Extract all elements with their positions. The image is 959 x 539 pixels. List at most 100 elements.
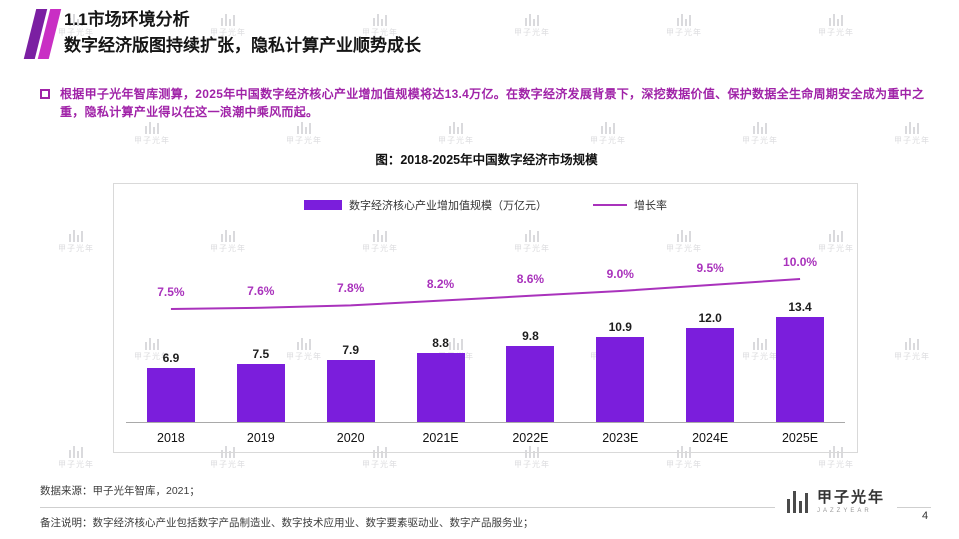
chart-column: 10.0% 13.4 bbox=[755, 227, 845, 422]
watermark-bars-icon bbox=[449, 122, 463, 134]
watermark: 甲子光年 bbox=[58, 446, 94, 470]
bar-value-label: 7.9 bbox=[342, 343, 360, 358]
watermark-bars-icon bbox=[753, 122, 767, 134]
watermark-text: 甲子光年 bbox=[514, 460, 550, 469]
watermark: 甲子光年 bbox=[590, 122, 626, 146]
watermark-bars-icon bbox=[297, 122, 311, 134]
chart-column: 9.0% 10.9 bbox=[575, 227, 665, 422]
growth-rate-label: 8.6% bbox=[516, 271, 545, 286]
logo-text-group: 甲子光年 JAZZYEAR bbox=[817, 490, 885, 514]
logo-text: 甲子光年 bbox=[817, 489, 886, 506]
watermark-text: 甲子光年 bbox=[666, 460, 702, 469]
page-number: 4 bbox=[922, 510, 929, 522]
x-axis-label: 2018 bbox=[157, 431, 185, 445]
legend-item-bar-series: 数字经济核心产业增加值规模（万亿元） bbox=[304, 197, 547, 213]
growth-line bbox=[126, 227, 845, 422]
watermark-bars-icon bbox=[69, 230, 83, 242]
bar-value-label: 6.9 bbox=[162, 351, 180, 366]
bar-2024E bbox=[686, 328, 735, 422]
bar-2023E bbox=[596, 336, 645, 422]
x-axis-label: 2024E bbox=[692, 431, 729, 445]
watermark-text: 甲子光年 bbox=[438, 136, 474, 145]
bar-2021E bbox=[416, 353, 465, 422]
watermark-text: 甲子光年 bbox=[134, 136, 170, 145]
chart-column: 9.5% 12.0 bbox=[665, 227, 755, 422]
x-axis-label: 2022E bbox=[512, 431, 549, 445]
slide-header: 1.1市场环境分析 数字经济版图持续扩张，隐私计算产业顺势成长 bbox=[64, 7, 421, 59]
growth-rate-label: 10.0% bbox=[783, 255, 818, 269]
section-title: 1.1市场环境分析 bbox=[64, 10, 190, 29]
x-axis: 2018 2019 2020 2021E 2022E 2023E 2024E 2025E bbox=[126, 423, 845, 445]
chart-legend: 数字经济核心产业增加值规模（万亿元） 增长率 bbox=[114, 197, 857, 213]
bar-value-label: 12.0 bbox=[698, 311, 722, 326]
bar-value-label: 7.5 bbox=[252, 346, 270, 361]
watermark-bars-icon bbox=[905, 122, 919, 134]
x-axis-label: 2021E bbox=[422, 431, 459, 445]
bar-2020 bbox=[326, 360, 375, 422]
watermark: 甲子光年 bbox=[58, 230, 94, 254]
watermark: 甲子光年 bbox=[134, 122, 170, 146]
watermark-text: 甲子光年 bbox=[590, 136, 626, 145]
legend-line-label: 增长率 bbox=[634, 200, 667, 212]
watermark-bars-icon bbox=[145, 122, 159, 134]
bar-2018 bbox=[146, 368, 195, 422]
watermark-bars-icon bbox=[829, 14, 843, 26]
watermark: 甲子光年 bbox=[742, 122, 778, 146]
watermark-text: 甲子光年 bbox=[894, 352, 930, 361]
x-axis-label: 2019 bbox=[246, 431, 275, 445]
watermark-text: 甲子光年 bbox=[58, 244, 94, 253]
chart-column: 8.6% 9.8 bbox=[486, 227, 576, 422]
watermark-bars-icon bbox=[601, 122, 615, 134]
bar-2025E bbox=[776, 317, 825, 422]
title-accent-ribbon bbox=[23, 9, 62, 59]
watermark-text: 甲子光年 bbox=[666, 28, 702, 37]
bar-value-label: 13.4 bbox=[788, 300, 812, 315]
chart-column: 7.5% 6.9 bbox=[126, 227, 216, 422]
watermark-text: 甲子光年 bbox=[286, 136, 322, 145]
growth-rate-label: 8.2% bbox=[426, 276, 455, 291]
legend-item-line-series: 增长率 bbox=[593, 197, 667, 213]
line-series-swatch-icon bbox=[593, 204, 627, 206]
growth-rate-label: 9.5% bbox=[696, 261, 724, 275]
watermark-text: 甲子光年 bbox=[514, 28, 550, 37]
footer-note: 备注说明：数字经济核心产业包括数字产品制造业、数字技术应用业、数字要素驱动业、数… bbox=[40, 517, 534, 529]
chart-plot: 7.5% 6.9 7.6% 7.5 7.8% 7.9 8.2% 8.8 8.6% 9.8 9.0% 1… bbox=[126, 227, 845, 423]
intro-text: 根据甲子光年智库测算，2025年中国数字经济核心产业增加值规模将达13.4万亿。… bbox=[60, 87, 925, 119]
growth-rate-label: 7.6% bbox=[247, 283, 275, 298]
watermark: 甲子光年 bbox=[286, 122, 322, 146]
x-axis-label: 2023E bbox=[602, 431, 639, 445]
watermark: 甲子光年 bbox=[666, 14, 702, 38]
watermark-text: 甲子光年 bbox=[58, 460, 94, 469]
bullet-square-icon bbox=[40, 89, 50, 99]
chart-title: 图：2018-2025年中国数字经济市场规模 bbox=[375, 153, 598, 167]
watermark-bars-icon bbox=[525, 14, 539, 26]
watermark-bars-icon bbox=[905, 338, 919, 350]
watermark: 甲子光年 bbox=[514, 14, 550, 38]
slide-subtitle: 数字经济版图持续扩张，隐私计算产业顺势成长 bbox=[64, 36, 421, 55]
watermark: 甲子光年 bbox=[894, 122, 930, 146]
bar-value-label: 10.9 bbox=[608, 319, 632, 334]
bar-value-label: 9.8 bbox=[522, 328, 539, 343]
company-logo: 甲子光年 JAZZYEAR bbox=[775, 488, 898, 516]
bar-2019 bbox=[236, 363, 285, 422]
watermark-text: 甲子光年 bbox=[742, 136, 778, 145]
watermark: 甲子光年 bbox=[438, 122, 474, 146]
footer-divider bbox=[40, 507, 931, 508]
chart-column: 7.6% 7.5 bbox=[216, 227, 306, 422]
watermark: 甲子光年 bbox=[818, 14, 854, 38]
watermark-text: 甲子光年 bbox=[818, 460, 854, 469]
chart-column: 7.8% 7.9 bbox=[306, 227, 396, 422]
data-source: 数据来源：甲子光年智库，2021； bbox=[40, 485, 200, 497]
growth-rate-label: 7.8% bbox=[337, 281, 365, 296]
legend-bar-label: 数字经济核心产业增加值规模（万亿元） bbox=[349, 200, 547, 212]
growth-rate-label: 9.0% bbox=[606, 267, 634, 281]
logo-bars-icon bbox=[787, 491, 808, 513]
x-axis-label: 2020 bbox=[336, 431, 365, 445]
chart-column: 8.2% 8.8 bbox=[396, 227, 486, 422]
watermark-text: 甲子光年 bbox=[210, 460, 246, 469]
bar-value-label: 8.8 bbox=[432, 336, 449, 351]
watermark-text: 甲子光年 bbox=[362, 460, 398, 469]
logo-subtext: JAZZYEAR bbox=[817, 508, 872, 514]
bar-2022E bbox=[506, 345, 555, 422]
